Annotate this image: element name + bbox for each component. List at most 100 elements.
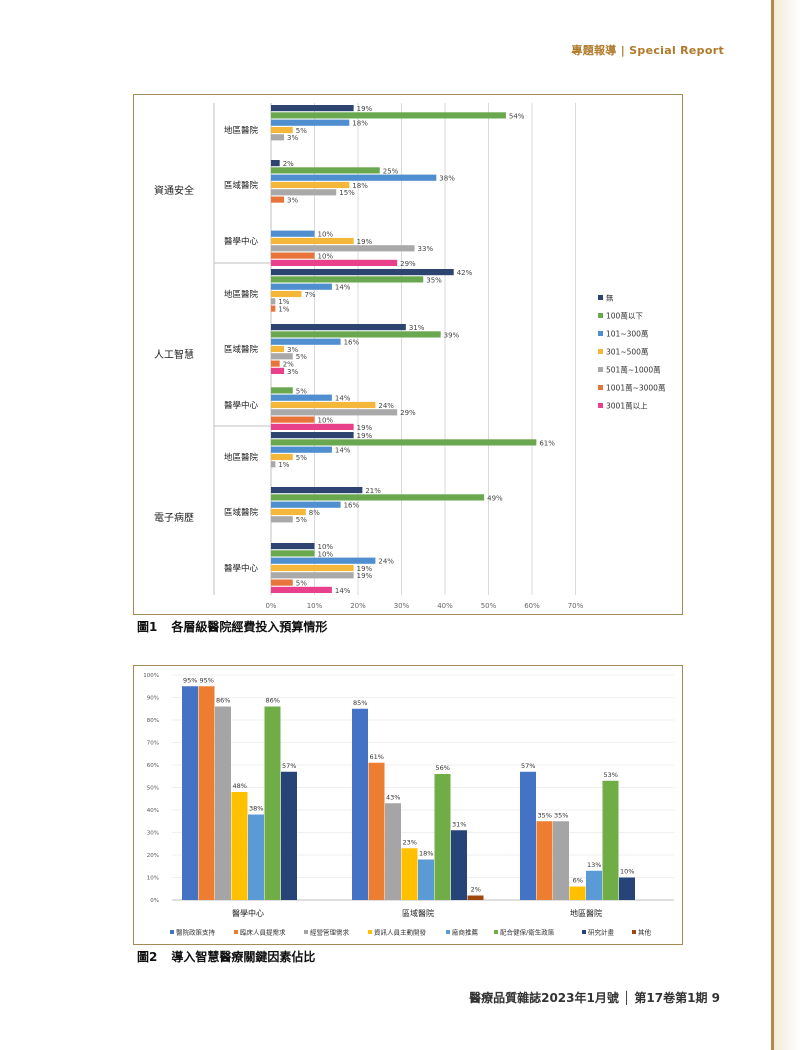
bar-value-label: 21% xyxy=(365,487,381,495)
bar xyxy=(271,401,376,409)
legend-swatch xyxy=(598,367,603,372)
bar xyxy=(401,848,418,900)
bar xyxy=(271,324,406,331)
bar-value-label: 43% xyxy=(386,793,400,801)
category-label: 地區醫院 xyxy=(570,908,602,918)
subgroup-label: 醫學中心 xyxy=(224,236,259,247)
bar-value-label: 3% xyxy=(287,134,298,142)
bar xyxy=(569,886,586,900)
x-tick-label: 60% xyxy=(524,602,540,610)
bar xyxy=(271,345,285,353)
bar xyxy=(271,579,293,586)
bar-value-label: 25% xyxy=(383,167,399,175)
bar xyxy=(271,508,306,516)
bar xyxy=(271,298,276,305)
section-header: 專題報導 | Special Report xyxy=(571,44,724,57)
bar-value-label: 14% xyxy=(335,284,351,292)
bar xyxy=(271,269,454,276)
bar-value-label: 19% xyxy=(357,105,373,113)
y-tick-label: 60% xyxy=(147,763,159,769)
bar xyxy=(467,895,484,900)
bar-value-label: 61% xyxy=(370,753,384,761)
bar xyxy=(271,331,441,338)
bar-value-label: 16% xyxy=(344,502,360,510)
subgroup-label: 區域醫院 xyxy=(224,507,259,518)
y-tick-label: 50% xyxy=(147,786,159,792)
bar-value-label: 13% xyxy=(587,861,601,869)
bar xyxy=(271,367,285,374)
figure1-caption-text: 各層級醫院經費投入預算情形 xyxy=(171,620,328,634)
bar xyxy=(248,814,264,900)
bar-value-label: 5% xyxy=(296,516,307,524)
bar xyxy=(281,771,297,900)
legend-swatch xyxy=(446,930,450,934)
bar xyxy=(198,686,215,900)
legend-swatch xyxy=(598,313,603,318)
bar-value-label: 5% xyxy=(296,454,307,462)
bar-value-label: 10% xyxy=(318,417,334,425)
legend-label: 3001萬以上 xyxy=(606,401,648,411)
bar-value-label: 48% xyxy=(233,782,247,790)
y-tick-label: 90% xyxy=(147,696,159,702)
bar-value-label: 57% xyxy=(282,762,296,770)
bar xyxy=(586,870,602,900)
group-label: 電子病歷 xyxy=(154,511,194,524)
bar-value-label: 18% xyxy=(419,850,433,858)
x-tick-label: 0% xyxy=(265,602,276,610)
category-label: 醫學中心 xyxy=(232,908,264,918)
bar-value-label: 33% xyxy=(418,245,434,253)
category-label: 區域醫院 xyxy=(402,908,434,918)
x-tick-label: 30% xyxy=(394,602,410,610)
bar-value-label: 42% xyxy=(457,269,473,277)
bar-value-label: 38% xyxy=(249,805,263,813)
bar-value-label: 10% xyxy=(620,868,634,876)
bar xyxy=(271,543,315,550)
legend-label: 501萬~1000萬 xyxy=(606,365,661,375)
figure1-frame: 0% 10% 20% 30% 40% 50% 60% 70% 資通安全 地區醫院 19% 54% 18%… xyxy=(133,94,683,615)
bar-value-label: 31% xyxy=(409,324,425,332)
bar-value-label: 19% xyxy=(357,572,373,580)
y-tick-label: 80% xyxy=(147,718,159,724)
bar xyxy=(271,283,332,290)
bar-value-label: 35% xyxy=(554,811,568,819)
legend-label: 廠商推薦 xyxy=(452,928,479,937)
bar xyxy=(271,338,341,345)
bar xyxy=(271,423,354,430)
bar xyxy=(271,487,363,494)
bar xyxy=(271,252,315,259)
bar-value-label: 1% xyxy=(278,298,289,306)
bar xyxy=(271,245,415,252)
figure2-caption-text: 導入智慧醫療關鍵因素佔比 xyxy=(171,950,316,964)
bar xyxy=(271,305,276,312)
figure1-chart: 0% 10% 20% 30% 40% 50% 60% 70%資通安全地區醫院19%54%18%… xyxy=(154,103,665,610)
bar xyxy=(182,686,198,900)
legend-label: 醫院政策支持 xyxy=(176,928,216,937)
bar-value-label: 39% xyxy=(444,331,460,339)
bar-value-label: 85% xyxy=(353,699,367,707)
x-tick-label: 50% xyxy=(481,602,497,610)
bar xyxy=(418,859,434,900)
bar-value-label: 2% xyxy=(283,160,294,168)
x-tick-label: 20% xyxy=(350,602,366,610)
bar xyxy=(271,416,315,423)
bar xyxy=(271,276,424,283)
bar-value-label: 29% xyxy=(400,260,416,268)
bar xyxy=(271,516,293,523)
bar xyxy=(271,112,506,119)
x-tick-label: 10% xyxy=(307,602,323,610)
legend-label: 臨床人員提需求 xyxy=(240,928,286,937)
legend-swatch xyxy=(368,930,372,934)
bar-value-label: 53% xyxy=(604,771,618,779)
bar xyxy=(271,501,341,508)
y-tick-label: 10% xyxy=(147,876,159,882)
bar-value-label: 3% xyxy=(287,346,298,354)
bar xyxy=(271,259,398,266)
bar-value-label: 10% xyxy=(318,550,334,558)
bar xyxy=(271,360,280,367)
subgroup-label: 地區醫院 xyxy=(224,125,259,136)
y-tick-label: 40% xyxy=(147,808,159,814)
bar-value-label: 10% xyxy=(318,253,334,261)
x-tick-label: 40% xyxy=(437,602,453,610)
figure1-caption-number: 圖1 xyxy=(137,620,158,634)
bar-value-label: 16% xyxy=(344,339,360,347)
